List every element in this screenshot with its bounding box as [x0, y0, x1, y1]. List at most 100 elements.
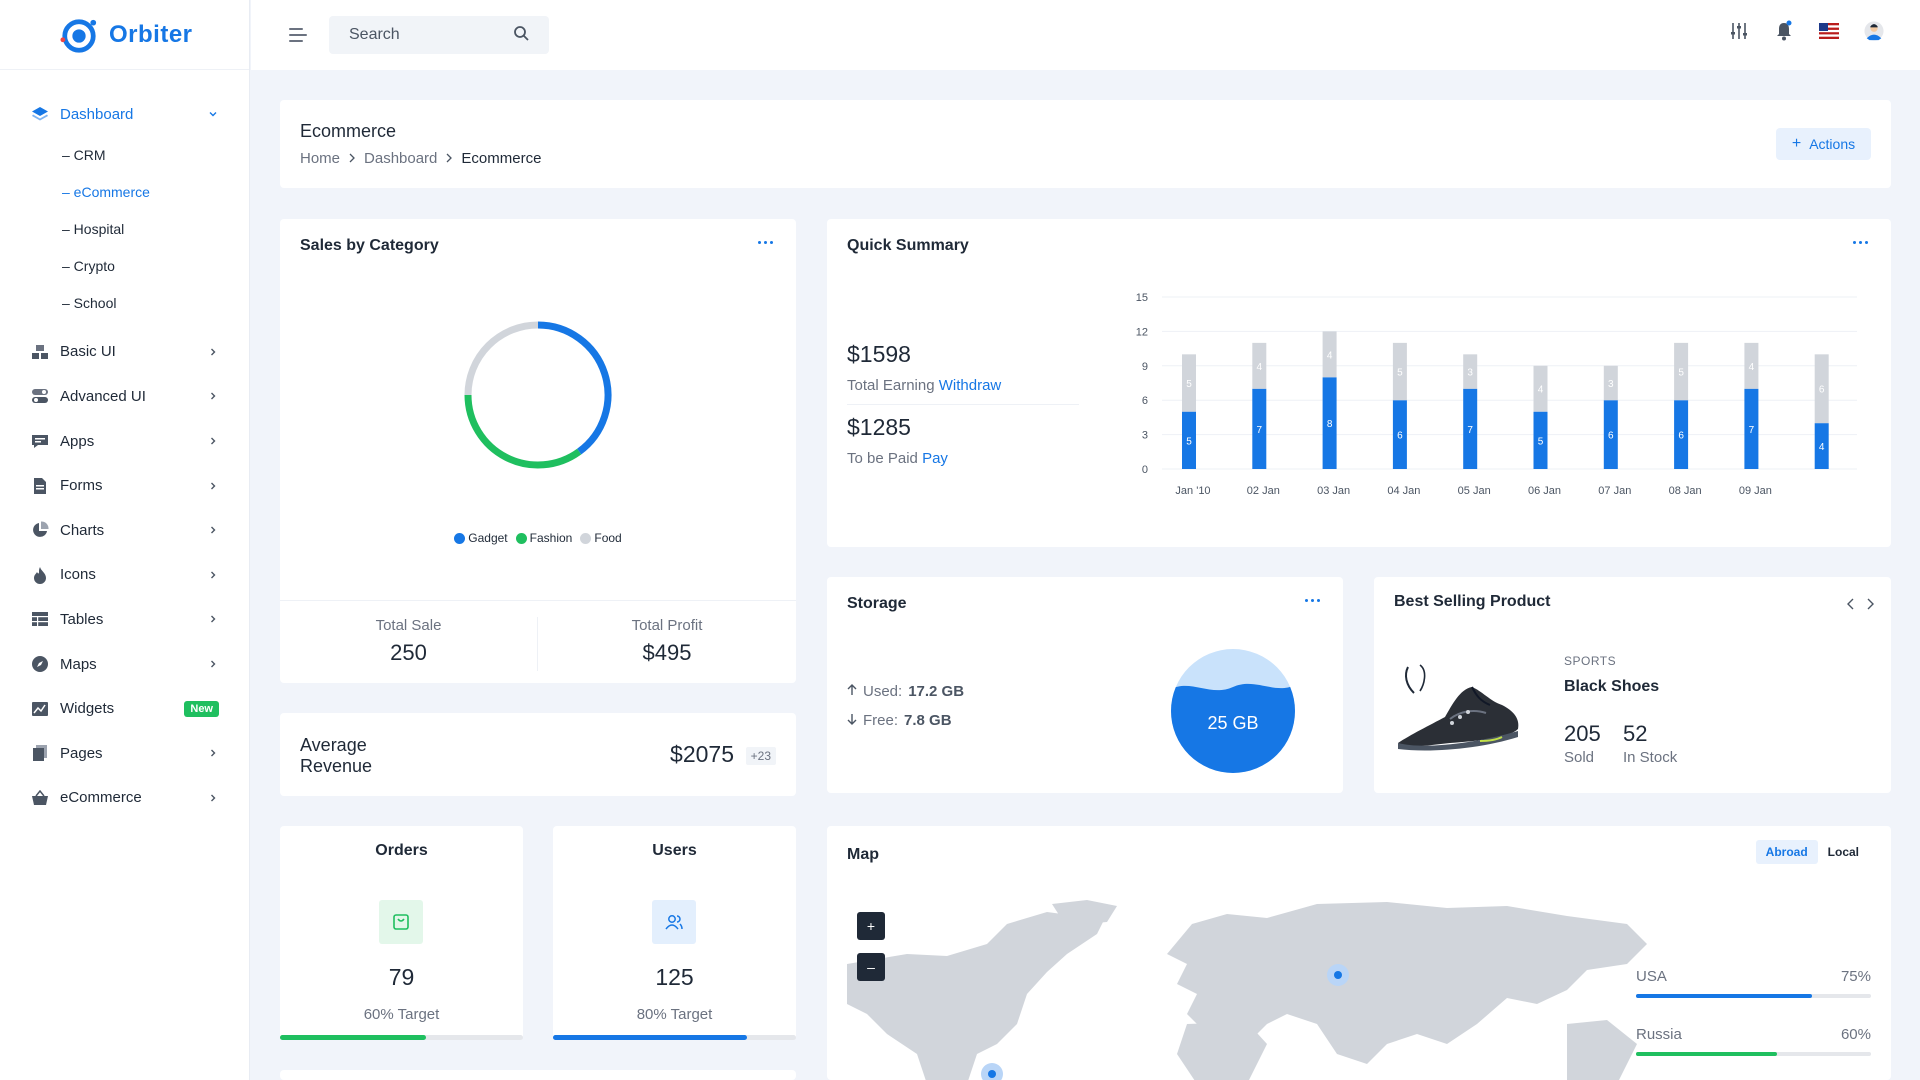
sidebar-item-ecommerce[interactable]: eCommerce [0, 776, 249, 821]
country-progress-fill [1636, 994, 1812, 998]
actions-button[interactable]: + Actions [1776, 128, 1871, 160]
sidebar-item-label: Forms [60, 477, 207, 494]
country-percent: 60% [1841, 1026, 1871, 1043]
legend-item: Gadget [454, 531, 507, 545]
sidebar-subitem-hospital[interactable]: – Hospital [0, 211, 249, 248]
legend-label: Food [594, 531, 621, 545]
sidebar-item-icons[interactable]: Icons [0, 553, 249, 598]
sidebar-item-label: Pages [60, 745, 207, 762]
chevron-right-icon [348, 150, 356, 167]
total-sale-label: Total Sale [280, 617, 537, 634]
sidebar-subitem-crypto[interactable]: – Crypto [0, 248, 249, 285]
legend-label: Fashion [530, 531, 573, 545]
search-box[interactable] [329, 16, 549, 54]
withdraw-link[interactable]: Withdraw [939, 377, 1002, 394]
sidebar-item-advanced-ui[interactable]: Advanced UI [0, 374, 249, 419]
sidebar-subitem-ecommerce[interactable]: – eCommerce [0, 174, 249, 211]
chevron-right-icon [207, 435, 219, 447]
bar-value-label: 6 [1608, 431, 1614, 442]
country-progress-bar [1636, 994, 1871, 998]
layers-icon [30, 104, 50, 124]
country-percent: 75% [1841, 968, 1871, 985]
sidebar-nav: Dashboard – CRM – eCommerce – Hospital –… [0, 70, 249, 820]
tab-local[interactable]: Local [1818, 840, 1869, 864]
legend-label: Gadget [468, 531, 507, 545]
breadcrumb-home[interactable]: Home [300, 150, 340, 167]
y-tick-label: 9 [1142, 361, 1148, 373]
more-options-icon[interactable] [1301, 591, 1323, 609]
pay-link[interactable]: Pay [922, 450, 948, 467]
chevron-right-icon [207, 613, 219, 625]
bar-value-label: 3 [1467, 368, 1473, 379]
more-options-icon[interactable] [754, 233, 776, 251]
search-icon[interactable] [513, 25, 529, 45]
bar-value-label: 6 [1819, 385, 1825, 396]
legend-swatch [580, 533, 591, 544]
bar-value-label: 4 [1257, 362, 1263, 373]
user-avatar-icon[interactable] [1864, 20, 1884, 42]
bar-value-label: 6 [1678, 431, 1684, 442]
users-target: 80% Target [553, 1006, 796, 1023]
x-tick-label: 08 Jan [1669, 485, 1702, 497]
settings-sliders-icon[interactable] [1729, 20, 1749, 42]
sidebar-subitem-crm[interactable]: – CRM [0, 137, 249, 174]
product-sold-label: Sold [1564, 749, 1594, 766]
chevron-right-icon [207, 658, 219, 670]
country-stat-russia: Russia 60% [1636, 1026, 1871, 1066]
product-sold-value: 205 [1564, 721, 1601, 747]
storage-used-row: Used: 17.2 GB [847, 683, 964, 700]
sidebar-item-widgets[interactable]: Widgets New [0, 686, 249, 731]
sidebar-item-apps[interactable]: Apps [0, 419, 249, 464]
chevron-right-icon [207, 792, 219, 804]
sidebar-item-maps[interactable]: Maps [0, 642, 249, 687]
more-options-icon[interactable] [1849, 233, 1871, 251]
bar-value-label: 7 [1749, 425, 1755, 436]
logo[interactable]: Orbiter [0, 0, 249, 70]
bell-icon[interactable] [1774, 20, 1794, 42]
sidebar-item-label: Charts [60, 522, 207, 539]
sidebar-item-charts[interactable]: Charts [0, 508, 249, 553]
sidebar-item-forms[interactable]: Forms [0, 463, 249, 508]
bar-value-label: 5 [1186, 379, 1192, 390]
to-be-paid-label: To be Paid [847, 450, 918, 467]
zoom-out-button[interactable]: – [857, 953, 885, 981]
pages-icon [30, 743, 50, 763]
country-progress-bar [1636, 1052, 1871, 1056]
menu-toggle-icon[interactable] [289, 26, 311, 44]
plus-icon: + [1792, 135, 1801, 153]
bar-value-label: 4 [1538, 385, 1544, 396]
chevron-left-icon[interactable] [1846, 597, 1856, 614]
bar-value-label: 5 [1678, 368, 1684, 379]
orders-progress-fill [280, 1035, 426, 1040]
zoom-in-button[interactable]: + [857, 912, 885, 940]
donut-slice-fashion [468, 395, 579, 465]
sidebar-item-dashboard[interactable]: Dashboard [0, 92, 249, 137]
arrow-down-icon [847, 712, 857, 729]
sidebar-item-tables[interactable]: Tables [0, 597, 249, 642]
bar-value-label: 6 [1397, 431, 1403, 442]
to-be-paid-value: $1285 [847, 414, 911, 441]
chevron-right-icon [207, 480, 219, 492]
storage-card: Storage Used: 17.2 GB Free: 7.8 GB 25 GB [827, 577, 1343, 793]
bar-value-label: 5 [1186, 436, 1192, 447]
legend-item: Food [580, 531, 621, 545]
x-tick-label: 02 Jan [1247, 485, 1280, 497]
sidebar-item-basic-ui[interactable]: Basic UI [0, 330, 249, 375]
sidebar: Orbiter Dashboard – CRM – eCommerce – Ho… [0, 0, 250, 1080]
sidebar-item-pages[interactable]: Pages [0, 731, 249, 776]
us-flag-icon[interactable] [1819, 20, 1839, 42]
tab-abroad[interactable]: Abroad [1756, 840, 1818, 864]
chevron-right-icon[interactable] [1865, 597, 1875, 614]
card-title: Storage [847, 595, 907, 613]
chart-legend: Gadget Fashion Food [280, 531, 796, 545]
topbar [251, 0, 1920, 70]
sidebar-subitem-school[interactable]: – School [0, 285, 249, 322]
average-revenue-delta: +23 [746, 747, 776, 765]
storage-free-value: 7.8 GB [904, 712, 952, 729]
breadcrumb-dashboard[interactable]: Dashboard [364, 150, 437, 167]
new-badge: New [184, 701, 219, 717]
bar-value-label: 4 [1819, 442, 1825, 453]
x-tick-label: 06 Jan [1528, 485, 1561, 497]
search-input[interactable] [349, 26, 499, 44]
y-tick-label: 6 [1142, 395, 1148, 407]
